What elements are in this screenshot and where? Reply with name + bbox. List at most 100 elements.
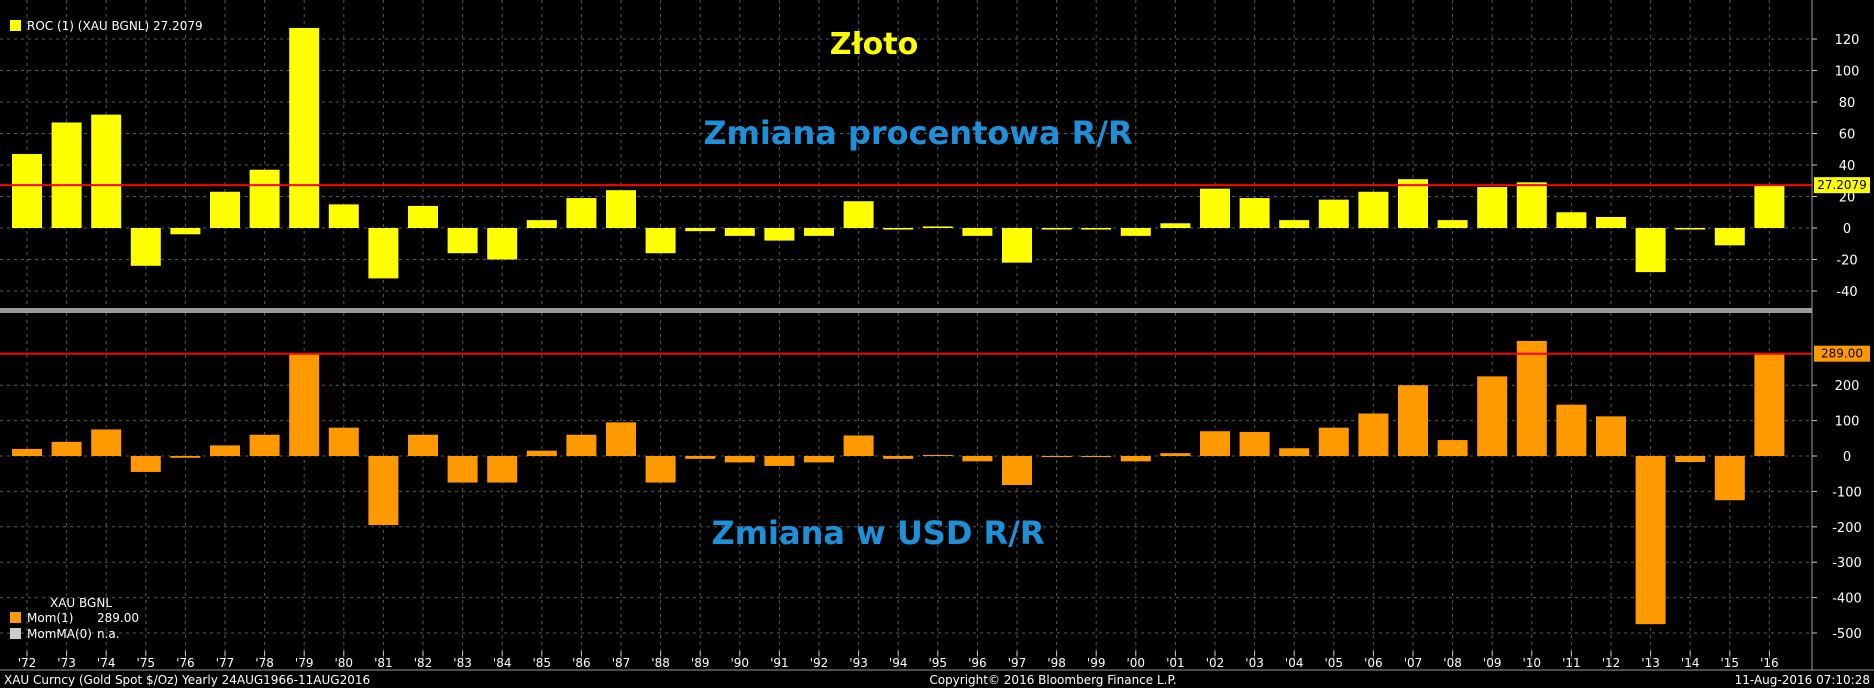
top-panel-subtitle: Zmiana procentowa R/R [703,114,1132,152]
x-tick-label-'98: '98 [1047,656,1066,670]
x-tick-label-'97: '97 [1008,656,1027,670]
x-tick-label-'13: '13 [1641,656,1660,670]
mom-bar-'13 [1635,456,1666,625]
x-tick-label-'74: '74 [97,656,116,670]
roc-y-tick-label: 40 [1839,159,1856,174]
mom-bar-'02 [1200,431,1230,456]
x-tick-label-'88: '88 [651,656,670,670]
mom-last-value-label: 289.00 [1821,347,1863,361]
bottom-panel-bars [0,340,1812,625]
roc-bar-'92 [804,228,834,236]
roc-bar-'93 [843,201,874,228]
x-tick-label-'89: '89 [691,656,710,670]
mom-bar-'89 [685,456,716,459]
roc-bar-'89 [685,228,716,232]
x-tick-label-'75: '75 [137,656,156,670]
mom-bar-'74 [91,429,122,456]
roc-bar-'88 [645,228,676,254]
mom-y-tick-label: -400 [1832,592,1862,607]
mom-legend-value: 289.00 [97,611,139,625]
x-tick-label-'86: '86 [572,656,591,670]
panel-divider [0,308,1812,313]
x-tick-label-'78: '78 [255,656,274,670]
mom-bar-'91 [764,456,795,466]
x-axis: '72 '73 '74 '75 '76 '77 '78 '79 '80 '81 '82 '83 '84 '… [18,651,1779,670]
roc-y-tick-label: 80 [1839,96,1856,111]
x-tick-label-'80: '80 [335,656,354,670]
x-tick-label-'05: '05 [1325,656,1344,670]
roc-bar-'90 [724,228,755,236]
mom-bar-'79 [289,353,320,456]
roc-bar-'81 [368,228,399,279]
roc-bar-'04 [1279,220,1310,228]
x-tick-label-'83: '83 [453,656,472,670]
x-tick-label-'14: '14 [1681,656,1700,670]
x-tick-label-'15: '15 [1721,656,1740,670]
mom-y-tick-label: 200 [1835,379,1860,394]
roc-last-value-label: 27.2079 [1817,178,1867,192]
roc-bar-'77 [210,191,240,228]
mom-bar-'82 [408,434,438,456]
mom-bar-'09 [1477,376,1508,456]
roc-legend-swatch [10,20,21,31]
x-tick-label-'12: '12 [1602,656,1621,670]
x-tick-label-'90: '90 [731,656,750,670]
mom-bar-'14 [1675,456,1706,463]
mom-bar-'87 [606,422,636,456]
mom-legend-label: Mom(1) [27,611,73,625]
roc-bar-'99 [1081,228,1112,230]
mom-bar-'90 [724,456,755,463]
mom-bar-'05 [1318,427,1349,456]
x-tick-label-'02: '02 [1206,656,1225,670]
x-tick-label-'76: '76 [176,656,195,670]
roc-y-tick-label: -40 [1836,285,1857,300]
roc-bar-'12 [1596,216,1626,228]
mom-y-tick-label: -500 [1832,627,1862,642]
mom-bar-'84 [487,456,518,483]
mom-bar-'06 [1358,413,1389,456]
mom-bar-'11 [1556,404,1587,456]
mom-bar-'78 [249,434,280,456]
roc-bar-'76 [170,228,201,235]
mom-bar-'98 [1041,456,1072,458]
roc-bar-'97 [1002,228,1032,263]
x-tick-label-'92: '92 [810,656,829,670]
mom-bar-'75 [130,456,161,472]
roc-bar-'74 [91,114,122,228]
mom-legend-group: XAU BGNL [50,596,112,610]
roc-bar-'75 [130,228,161,266]
roc-bar-'00 [1120,228,1151,236]
roc-bar-'94 [883,228,914,230]
mom-bar-'03 [1239,431,1270,456]
mom-y-tick-label: -300 [1832,556,1862,571]
mom-bar-'85 [526,450,557,456]
mom-bar-'01 [1160,453,1191,456]
roc-bar-'03 [1239,198,1270,228]
x-tick-label-'08: '08 [1443,656,1462,670]
x-tick-label-'91: '91 [770,656,789,670]
footer-copyright: Copyright© 2016 Bloomberg Finance L.P. [929,673,1176,687]
roc-bar-'15 [1714,228,1745,246]
mom-bar-'07 [1398,385,1428,456]
roc-bar-'91 [764,228,795,241]
mom-y-tick-label: 0 [1843,450,1851,465]
mom-bar-'12 [1596,416,1626,456]
x-tick-label-'16: '16 [1760,656,1779,670]
roc-bar-'86 [566,198,597,228]
roc-bar-'09 [1477,187,1508,228]
mom-bar-'96 [962,456,993,462]
mom-y-tick-label: 100 [1835,415,1860,430]
roc-y-tick-label: -20 [1836,254,1857,269]
mom-bar-'72 [12,448,42,456]
mommma-legend-value: n.a. [97,627,120,641]
mom-last-value-badge [1814,345,1870,362]
roc-bar-'01 [1160,223,1191,228]
x-tick-label-'84: '84 [493,656,512,670]
top-panel-y-axis: 120 100 80 60 40 20 0 -20 -40 27.2079 [1812,33,1870,300]
top-panel-bars [0,27,1812,279]
x-tick-label-'94: '94 [889,656,908,670]
chart-title: Złoto [830,27,918,62]
mom-bar-'08 [1437,440,1468,456]
x-tick-label-'99: '99 [1087,656,1106,670]
